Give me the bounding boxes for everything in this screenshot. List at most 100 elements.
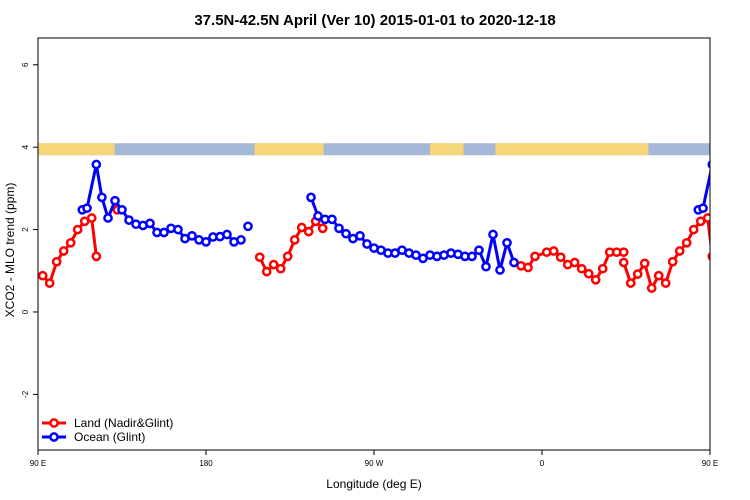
x-tick-label: 0	[540, 459, 545, 468]
ocean-point	[502, 237, 512, 248]
land-point	[639, 258, 650, 269]
land-point	[91, 251, 102, 262]
legend: Land (Nadir&Glint)Ocean (Glint)	[42, 416, 173, 444]
ocean-point	[97, 192, 107, 203]
ocean-point	[145, 218, 155, 229]
land-point	[597, 263, 608, 274]
x-tick-label: 90 E	[702, 459, 718, 468]
y-axis: -2 0 2 4 6	[21, 62, 38, 398]
ocean-point	[124, 215, 134, 225]
ocean-point	[509, 257, 519, 268]
land-point	[44, 278, 55, 288]
ocean-point	[727, 197, 734, 204]
land-point	[590, 274, 601, 285]
land-point	[523, 262, 533, 273]
strip-land-3	[495, 143, 649, 156]
land-point	[254, 252, 265, 263]
x-tick-label: 90 W	[365, 459, 384, 468]
ocean-point	[236, 235, 246, 245]
ocean-point	[355, 230, 365, 241]
y-tick-label: 0	[21, 309, 30, 314]
land-point	[38, 270, 48, 281]
ocean-point	[117, 204, 127, 215]
land-point	[530, 251, 540, 262]
land-point	[303, 226, 314, 237]
y-axis-label: XCO2 - MLO trend (ppm)	[3, 183, 17, 318]
ocean-point	[159, 227, 169, 238]
ocean-point	[306, 192, 316, 203]
land-point	[702, 213, 710, 223]
land-point	[618, 247, 629, 258]
ocean-point	[173, 224, 183, 235]
ocean-point	[82, 203, 92, 214]
land-point	[583, 268, 594, 279]
land-point	[65, 237, 76, 248]
land-point	[653, 270, 664, 281]
ocean-point	[187, 230, 197, 241]
land-point	[282, 251, 293, 262]
land-point	[275, 263, 286, 274]
strip-land-0	[38, 143, 115, 156]
ocean-point	[201, 237, 211, 247]
ocean-point	[495, 265, 505, 275]
land-sea-strip	[38, 143, 710, 156]
ocean-point	[243, 221, 253, 232]
land-line-2	[258, 219, 324, 274]
legend-marker	[49, 418, 59, 428]
land-point	[576, 263, 587, 274]
x-axis: 90 E 180 90 W 0 90 E	[30, 450, 718, 468]
land-point	[58, 246, 69, 256]
series-layer	[38, 159, 748, 293]
ocean-point	[110, 195, 120, 206]
ocean-point	[741, 217, 748, 224]
ocean-point	[222, 229, 232, 240]
ocean-point	[698, 203, 708, 214]
y-tick-label: 2	[21, 227, 30, 232]
land-point	[296, 222, 307, 233]
ocean-point	[481, 261, 491, 272]
land-point	[289, 235, 300, 245]
x-tick-label: 90 E	[30, 459, 46, 468]
land-point	[72, 224, 83, 235]
land-point	[618, 257, 629, 268]
y-tick-label: -2	[21, 390, 30, 398]
strip-land-2	[430, 143, 464, 156]
series-ocean	[77, 159, 748, 275]
y-tick-label: 6	[21, 62, 30, 67]
land-point	[667, 256, 678, 267]
ocean-point	[734, 206, 741, 213]
land-point	[688, 224, 699, 235]
x-tick-label: 180	[199, 459, 213, 468]
ocean-point	[474, 245, 484, 256]
ocean-point	[362, 239, 372, 249]
ocean-point	[341, 228, 351, 239]
ocean-point	[103, 213, 113, 223]
land-point	[261, 266, 272, 277]
land-point	[268, 259, 279, 270]
ocean-point	[467, 251, 477, 262]
ocean-point	[488, 229, 498, 240]
land-point	[51, 256, 62, 267]
chart-title: 37.5N-42.5N April (Ver 10) 2015-01-01 to…	[194, 12, 555, 29]
land-point	[674, 246, 685, 256]
land-point	[86, 213, 97, 223]
land-point	[548, 246, 559, 256]
land-point	[646, 283, 657, 293]
x-axis-label: Longitude (deg E)	[326, 477, 421, 491]
ocean-point	[720, 214, 727, 221]
ocean-point	[334, 223, 344, 234]
land-point	[660, 278, 671, 288]
land-line-0	[41, 216, 98, 285]
y-tick-label: 4	[21, 144, 30, 149]
legend-label: Land (Nadir&Glint)	[74, 416, 173, 430]
land-point	[625, 278, 636, 288]
series-land	[38, 204, 710, 293]
land-point	[681, 237, 692, 248]
strip-land-1	[254, 143, 324, 156]
land-point	[569, 257, 580, 268]
land-point	[555, 252, 566, 263]
legend-label: Ocean (Glint)	[74, 430, 145, 444]
ocean-point	[327, 214, 337, 225]
legend-marker	[49, 432, 59, 442]
